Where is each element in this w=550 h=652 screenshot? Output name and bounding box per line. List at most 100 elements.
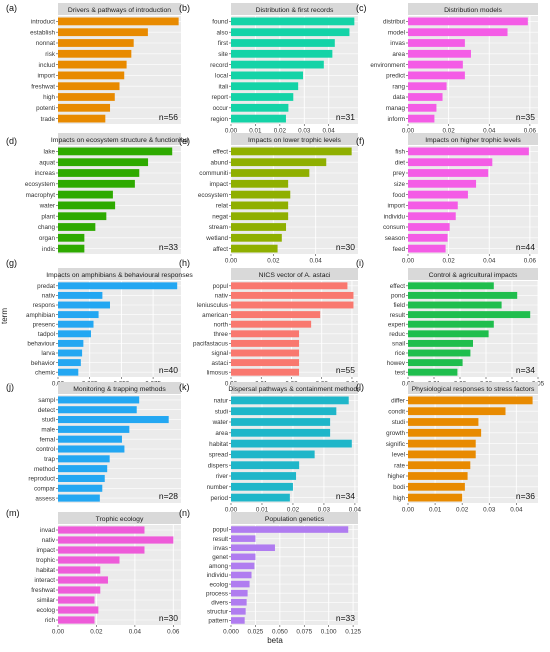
- term-label: signal: [212, 350, 228, 357]
- term-label: area: [392, 51, 405, 58]
- term-label: food: [393, 192, 406, 199]
- sample-size-label: n=28: [159, 491, 178, 501]
- x-tick-label: 0.00: [402, 128, 415, 135]
- term-label: studi: [392, 419, 405, 426]
- term-label: studi: [42, 417, 55, 424]
- term-label: site: [218, 51, 228, 58]
- bar: [58, 576, 108, 584]
- term-label: result: [390, 312, 406, 319]
- term-label: femal: [40, 436, 55, 443]
- bar: [231, 103, 289, 112]
- panel-tag: (l): [356, 382, 364, 392]
- bar: [408, 311, 531, 319]
- x-tick-label: 0.01: [249, 128, 262, 135]
- bar: [231, 291, 354, 299]
- facet-e: (e) Impacts on lower trophic levels effect…: [179, 133, 358, 265]
- bar: [231, 114, 286, 123]
- bar: [408, 244, 446, 253]
- facet-f: (f) Impacts on higher trophic levels fish d…: [356, 133, 538, 265]
- term-label: bodi: [393, 484, 405, 491]
- term-label: occur: [213, 105, 228, 112]
- term-label: american: [202, 312, 228, 319]
- term-label: ecolog: [36, 607, 55, 614]
- x-tick-label: 0.05: [532, 381, 545, 388]
- term-label: lake: [43, 149, 55, 156]
- term-label: method: [34, 466, 56, 473]
- term-label: effect: [213, 149, 229, 156]
- bar: [231, 71, 304, 80]
- term-label: prey: [393, 170, 406, 177]
- bar: [231, 320, 312, 328]
- term-label: assess: [35, 495, 55, 502]
- facet-i: (i) Control & agricultural impacts effect p…: [356, 258, 545, 388]
- bar: [408, 49, 471, 58]
- sample-size-label: n=35: [516, 112, 535, 122]
- term-label: local: [215, 73, 228, 80]
- bar: [408, 396, 533, 405]
- panel-title: NICS vector of A. astaci: [259, 272, 331, 279]
- term-label: reproduct: [28, 476, 55, 483]
- panel-strip: [231, 512, 358, 524]
- bar: [231, 244, 278, 253]
- bar: [231, 93, 294, 101]
- bar: [58, 368, 79, 376]
- term-label: negat: [212, 213, 228, 220]
- term-label: found: [212, 19, 228, 26]
- term-label: structur: [207, 609, 228, 616]
- bar: [231, 482, 293, 491]
- bar: [231, 233, 282, 242]
- term-label: control: [36, 446, 55, 453]
- sample-size-label: n=30: [159, 613, 178, 623]
- term-label: rice: [395, 350, 406, 357]
- term-label: inform: [388, 116, 406, 123]
- bar: [408, 330, 489, 338]
- sample-size-label: n=44: [516, 242, 535, 252]
- term-label: establish: [30, 29, 55, 36]
- bar: [231, 201, 289, 210]
- bar: [231, 439, 352, 448]
- facet-j: (j) Monitoring & trapping methods sampl det…: [6, 382, 181, 503]
- bar: [58, 406, 137, 414]
- bar: [231, 461, 300, 470]
- bar: [231, 396, 349, 405]
- term-label: respons: [33, 302, 55, 309]
- term-label: level: [392, 452, 405, 459]
- bar: [231, 368, 300, 376]
- term-label: higher: [387, 473, 405, 480]
- bar: [231, 535, 256, 542]
- bar: [58, 435, 122, 443]
- panel-title: Distribution & first records: [256, 7, 334, 14]
- facet-g: (g) Impacts on amphibians & behavioural r…: [6, 258, 193, 388]
- panel-strip: [58, 512, 181, 524]
- term-label: larva: [41, 350, 55, 357]
- term-label: chemic: [35, 369, 55, 376]
- bar: [408, 82, 447, 91]
- term-label: process: [206, 590, 228, 597]
- term-label: wetland: [205, 235, 228, 242]
- sample-size-label: n=34: [336, 491, 355, 501]
- term-label: fish: [395, 149, 405, 156]
- bar: [58, 320, 94, 328]
- bar: [58, 536, 174, 544]
- sample-size-label: n=56: [159, 112, 178, 122]
- bar: [408, 147, 529, 156]
- bar: [58, 596, 95, 604]
- bar: [231, 562, 255, 570]
- term-label: behaviour: [27, 341, 55, 348]
- term-label: detect: [38, 407, 55, 414]
- x-tick-label: 0.04: [483, 258, 496, 265]
- panel-title: Impacts on higher trophic levels: [425, 137, 521, 144]
- term-label: environment: [370, 62, 405, 69]
- bar: [58, 114, 106, 123]
- bar: [408, 93, 443, 101]
- panel-title: Control & agricultural impacts: [429, 272, 518, 279]
- term-label: behavior: [31, 360, 55, 367]
- bar: [231, 49, 333, 58]
- bar: [58, 201, 116, 210]
- sample-size-label: n=55: [336, 365, 355, 375]
- facet-c: (c) Distribution models distribut model inva…: [356, 3, 538, 135]
- term-label: macrophyt: [26, 192, 56, 199]
- term-label: rich: [45, 617, 56, 624]
- term-label: report: [212, 94, 229, 101]
- term-label: three: [214, 331, 229, 338]
